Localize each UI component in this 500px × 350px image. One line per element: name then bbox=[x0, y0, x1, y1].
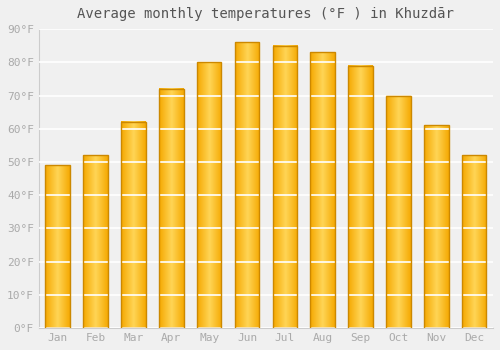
Title: Average monthly temperatures (°F ) in Khuzdār: Average monthly temperatures (°F ) in Kh… bbox=[78, 7, 454, 21]
